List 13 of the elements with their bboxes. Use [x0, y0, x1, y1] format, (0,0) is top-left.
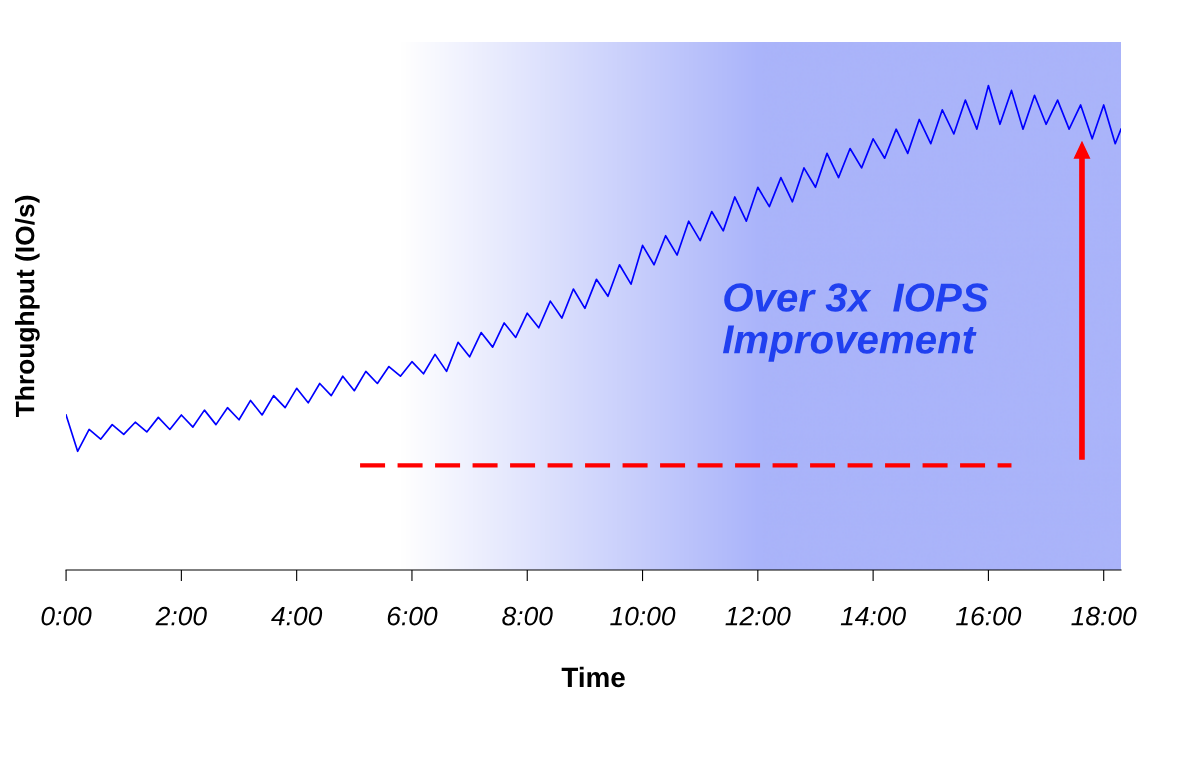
- x-tick-label: 8:00: [502, 606, 553, 626]
- x-tick-label: 2:00: [155, 606, 207, 626]
- x-tick-label: 14:00: [840, 606, 906, 626]
- annotation: Over 3x IOPS Improvement: [722, 283, 989, 362]
- x-axis-title: Time: [561, 666, 625, 688]
- x-tick-label: 16:00: [956, 606, 1022, 626]
- x-tick-label: 10:00: [610, 606, 676, 626]
- y-axis-title: Throughput (IO/s): [14, 195, 40, 418]
- x-tick-label: 18:00: [1071, 606, 1137, 626]
- x-tick-label: 12:00: [725, 606, 791, 626]
- x-tick-label: 6:00: [387, 606, 438, 626]
- x-tick-label: 4:00: [271, 606, 323, 626]
- x-tick-label: 0:00: [41, 606, 92, 626]
